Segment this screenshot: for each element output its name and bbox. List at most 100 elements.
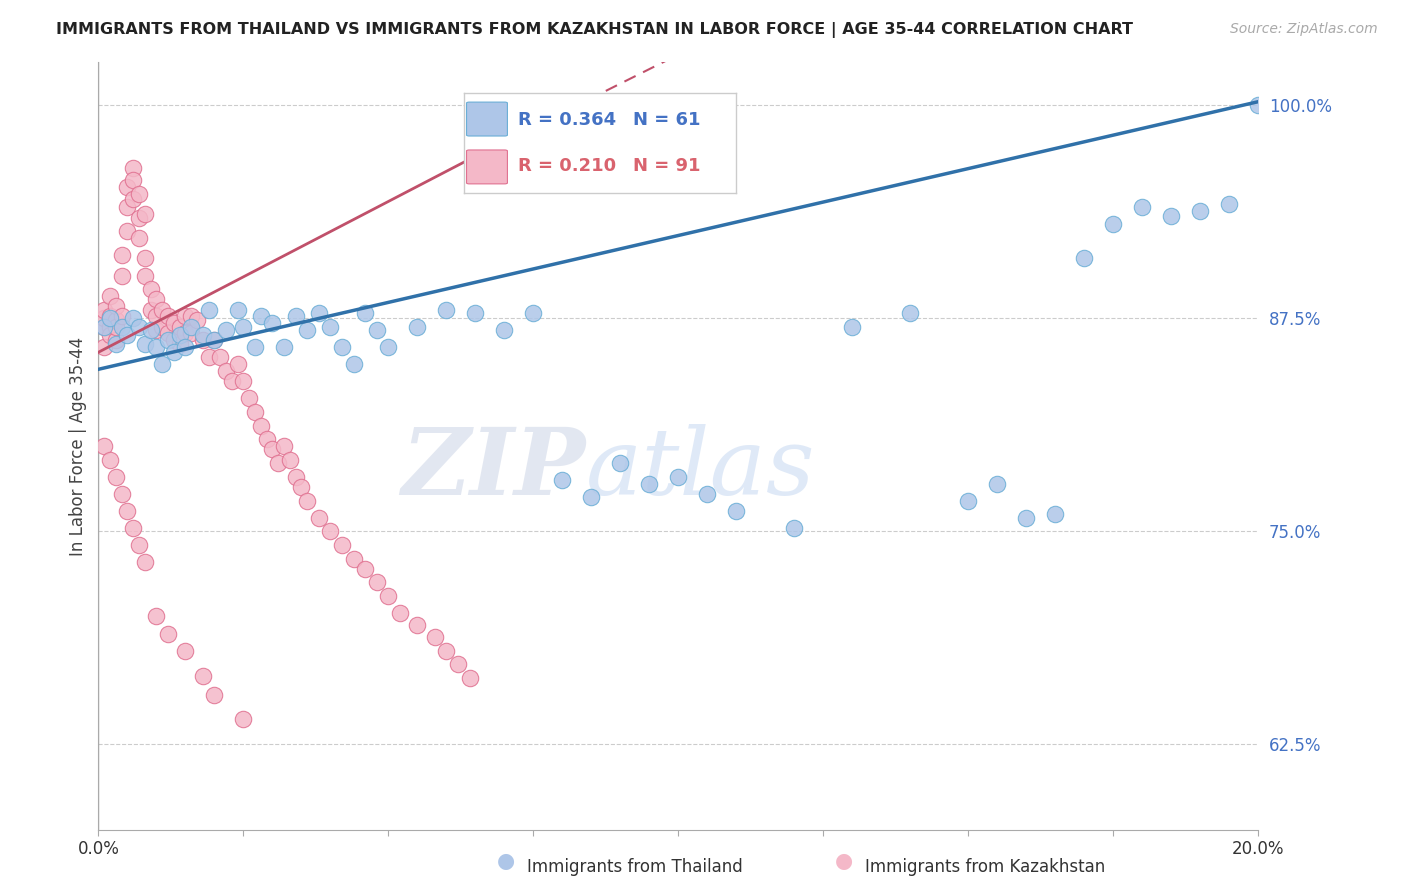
Point <box>262 442 284 457</box>
Point <box>104 299 127 313</box>
Point <box>169 328 191 343</box>
Point <box>330 538 353 552</box>
Point <box>551 473 574 487</box>
Point <box>128 211 150 225</box>
Point <box>204 334 226 348</box>
Point <box>111 268 132 283</box>
Point <box>117 328 139 343</box>
Point <box>134 555 156 569</box>
Point <box>163 316 186 330</box>
Point <box>157 310 180 324</box>
Text: ZIP: ZIP <box>401 424 585 514</box>
Point <box>150 357 173 371</box>
Point <box>458 671 481 685</box>
Point <box>377 589 399 603</box>
Point <box>174 643 197 657</box>
Text: atlas: atlas <box>585 424 815 514</box>
Point <box>343 357 366 371</box>
Point <box>273 439 295 453</box>
Point <box>191 669 214 683</box>
Point <box>388 606 412 620</box>
Point <box>284 310 307 324</box>
Point <box>98 328 121 343</box>
Point <box>169 319 191 334</box>
Point <box>180 319 202 334</box>
Point <box>638 476 661 491</box>
Point <box>215 323 238 337</box>
Point <box>447 657 470 672</box>
Point <box>186 313 208 327</box>
Point <box>297 493 319 508</box>
Point <box>117 504 139 518</box>
Point <box>104 313 127 327</box>
Point <box>522 306 544 320</box>
Point <box>150 302 173 317</box>
Point <box>226 357 249 371</box>
Point <box>1102 218 1125 232</box>
Point <box>284 469 307 483</box>
Point <box>609 456 631 470</box>
Point <box>377 340 399 354</box>
Point <box>111 310 132 324</box>
Point <box>93 439 115 453</box>
Point <box>215 364 238 378</box>
Point <box>145 310 167 324</box>
Point <box>180 310 202 324</box>
Point <box>163 334 186 348</box>
Point <box>1130 200 1153 214</box>
Point <box>297 323 319 337</box>
Point <box>197 302 219 317</box>
Point <box>319 319 342 334</box>
Point <box>783 521 806 535</box>
Point <box>290 480 312 494</box>
Point <box>117 180 139 194</box>
Point <box>330 340 353 354</box>
Point <box>197 351 219 365</box>
Point <box>157 326 180 341</box>
Point <box>406 618 429 632</box>
Text: Source: ZipAtlas.com: Source: ZipAtlas.com <box>1230 22 1378 37</box>
Point <box>163 345 186 359</box>
Point <box>98 452 121 467</box>
Point <box>696 487 718 501</box>
Point <box>122 311 145 326</box>
Point <box>128 538 150 552</box>
Text: ●: ● <box>835 852 852 871</box>
Point <box>1015 510 1038 524</box>
Point <box>204 334 226 348</box>
Point <box>169 336 191 351</box>
Point <box>128 231 150 245</box>
Point <box>122 192 145 206</box>
Point <box>122 161 145 175</box>
Point <box>145 323 167 337</box>
Point <box>319 524 342 539</box>
Point <box>1247 98 1270 112</box>
Point <box>111 248 132 262</box>
Point <box>111 487 132 501</box>
Point <box>423 630 446 644</box>
Point <box>900 306 922 320</box>
Point <box>273 340 295 354</box>
Point <box>191 334 214 348</box>
Point <box>1160 209 1182 223</box>
Point <box>232 319 254 334</box>
Point <box>145 609 167 624</box>
Point <box>145 340 167 354</box>
Point <box>308 510 330 524</box>
Point <box>1218 197 1240 211</box>
Point <box>93 311 115 326</box>
Point <box>174 340 197 354</box>
Point <box>204 688 226 702</box>
Point <box>957 493 980 508</box>
Point <box>366 323 388 337</box>
Point <box>139 302 162 317</box>
Point <box>1045 507 1067 521</box>
Point <box>174 310 197 324</box>
Point <box>267 456 290 470</box>
Point <box>986 476 1008 491</box>
Point <box>354 562 377 576</box>
Point <box>134 336 156 351</box>
Point <box>180 326 202 341</box>
Point <box>111 319 132 334</box>
Point <box>157 626 180 640</box>
